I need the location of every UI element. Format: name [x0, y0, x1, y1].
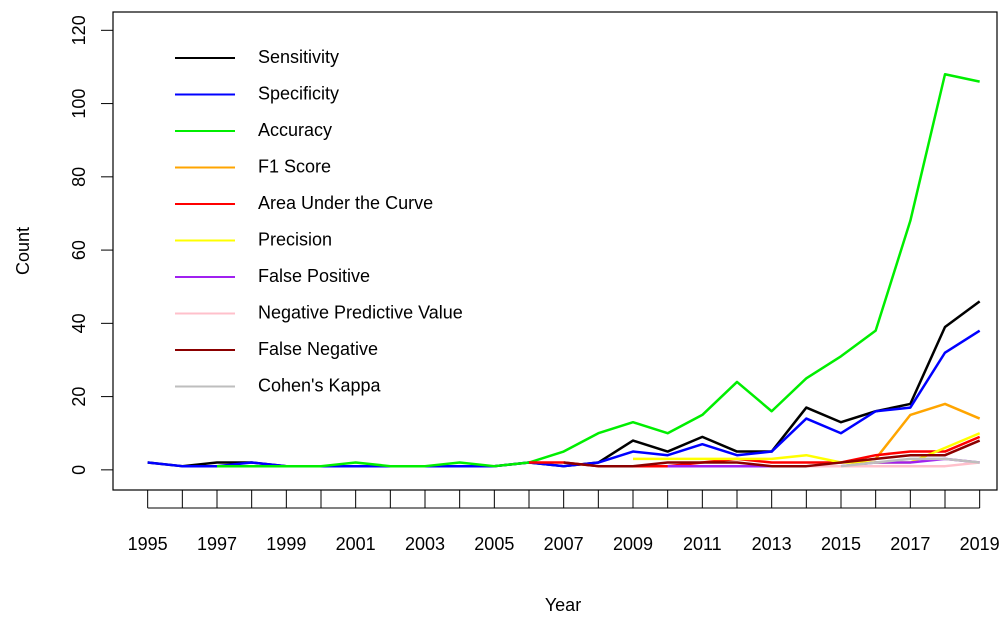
x-tick-label: 2013: [752, 534, 792, 554]
x-tick-label: 2011: [683, 534, 722, 554]
y-tick-label: 20: [69, 387, 89, 407]
legend-label: Area Under the Curve: [258, 193, 433, 213]
plot-frame: [112, 11, 998, 491]
legend-label: Specificity: [258, 83, 339, 103]
x-tick-label: 1997: [197, 534, 237, 554]
x-tick-label: 2015: [821, 534, 861, 554]
x-tick-label: 2009: [613, 534, 653, 554]
legend-label: F1 Score: [258, 156, 331, 176]
x-axis-label: Year: [545, 595, 581, 615]
y-tick-label: 120: [69, 15, 89, 45]
x-tick-label: 2005: [474, 534, 514, 554]
legend-label: Precision: [258, 229, 332, 249]
legend-label: False Negative: [258, 339, 378, 359]
y-tick-label: 60: [69, 240, 89, 260]
series-line: [217, 73, 980, 468]
legend-label: Accuracy: [258, 120, 332, 140]
legend-label: Cohen's Kappa: [258, 375, 382, 395]
y-axis-label: Count: [13, 227, 33, 275]
y-tick-label: 100: [69, 89, 89, 119]
y-tick-label: 0: [69, 465, 89, 475]
legend-label: False Positive: [258, 266, 370, 286]
x-tick-label: 1995: [128, 534, 168, 554]
series-line: [840, 402, 981, 464]
y-tick-label: 40: [69, 313, 89, 333]
series-line: [840, 457, 980, 468]
series-line: [563, 439, 981, 468]
legend-label: Negative Predictive Value: [258, 302, 463, 322]
y-tick-label: 80: [69, 167, 89, 187]
legend-label: Sensitivity: [258, 47, 339, 67]
x-tick-label: 2003: [405, 534, 445, 554]
x-tick-label: 2007: [544, 534, 584, 554]
x-tick-label: 2019: [960, 534, 1000, 554]
x-tick-label: 2017: [890, 534, 930, 554]
x-tick-label: 1999: [266, 534, 306, 554]
x-tick-label: 2001: [336, 534, 376, 554]
